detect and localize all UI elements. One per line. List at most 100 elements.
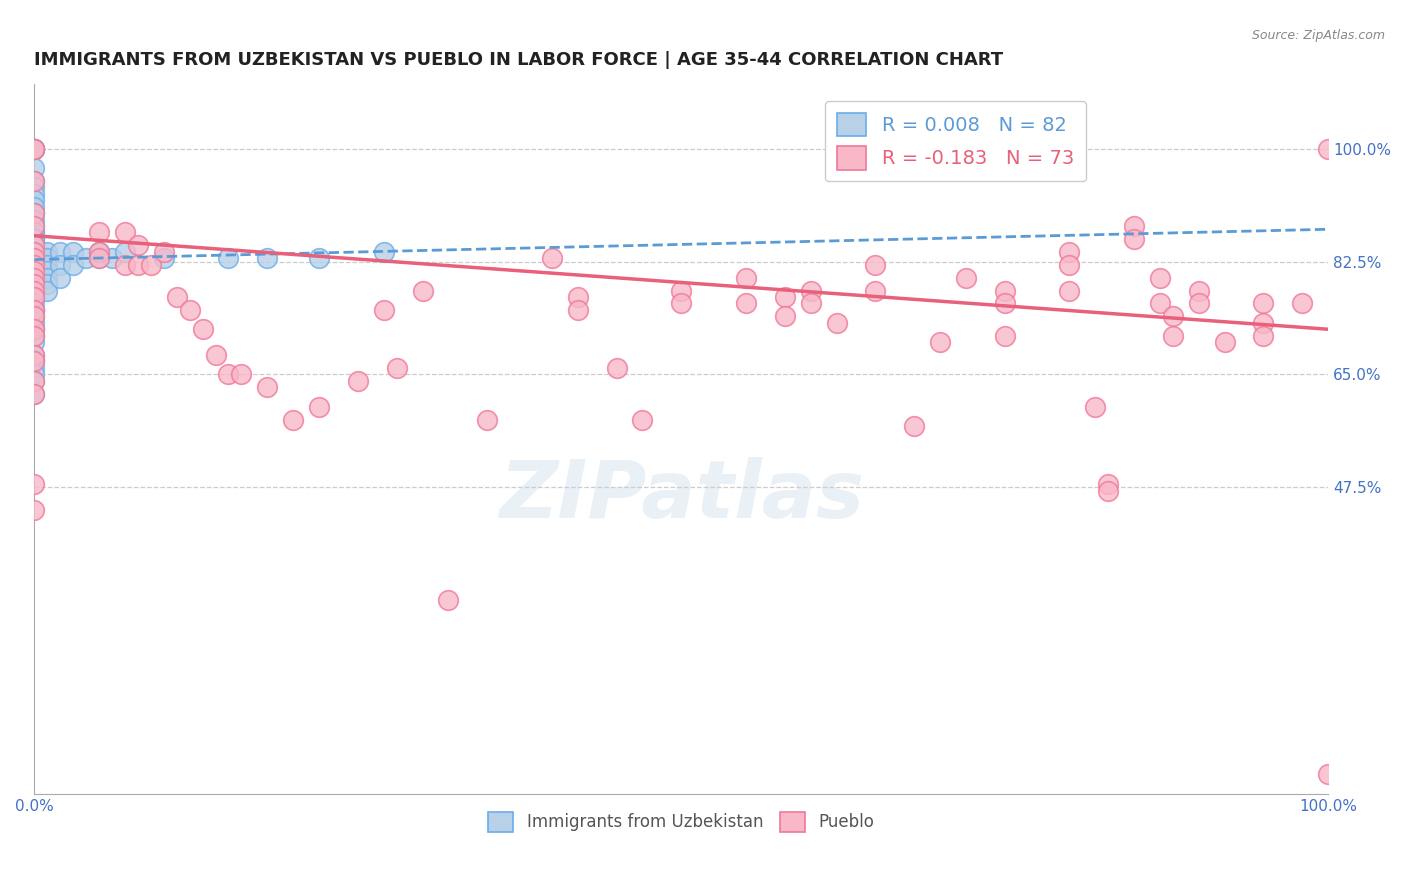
Point (1097, 477, 1119, 491)
Point (22, 142, 45, 156)
Point (22, 244, 45, 259)
Point (22, 142, 45, 156)
Point (22, 290, 45, 304)
Point (773, 290, 796, 304)
Point (22, 368, 45, 382)
Point (22, 244, 45, 259)
Point (22, 270, 45, 285)
Point (179, 302, 201, 317)
Point (22, 258, 45, 272)
Point (22, 142, 45, 156)
Point (22, 142, 45, 156)
Point (1317, 142, 1340, 156)
Point (22, 252, 45, 266)
Legend: Immigrants from Uzbekistan, Pueblo: Immigrants from Uzbekistan, Pueblo (482, 805, 880, 838)
Point (631, 412, 654, 426)
Point (22, 252, 45, 266)
Point (22, 226, 45, 240)
Point (281, 412, 304, 426)
Point (22, 284, 45, 298)
Point (22, 270, 45, 285)
Point (22, 174, 45, 188)
Point (22, 360, 45, 375)
Point (22, 238, 45, 252)
Point (22, 238, 45, 252)
Point (22, 328, 45, 343)
Point (22, 212, 45, 227)
Point (22, 264, 45, 278)
Point (22, 264, 45, 278)
Point (22, 238, 45, 252)
Point (22, 219, 45, 233)
Point (22, 328, 45, 343)
Point (994, 328, 1017, 343)
Point (37, 270, 59, 285)
Point (101, 252, 124, 266)
Point (865, 284, 887, 298)
Point (22, 284, 45, 298)
Point (22, 252, 45, 266)
Point (671, 284, 693, 298)
Point (22, 374, 45, 388)
Point (1097, 483, 1119, 498)
Point (191, 322, 214, 336)
Point (114, 258, 136, 272)
Point (22, 174, 45, 188)
Point (22, 264, 45, 278)
Point (87, 252, 110, 266)
Point (62, 244, 84, 259)
Point (1253, 296, 1275, 310)
Point (22, 302, 45, 317)
Point (22, 219, 45, 233)
Point (152, 244, 174, 259)
Point (22, 186, 45, 201)
Point (87, 244, 110, 259)
Point (22, 142, 45, 156)
Point (385, 360, 408, 375)
Point (256, 252, 278, 266)
Point (256, 380, 278, 394)
Point (308, 252, 330, 266)
Point (1317, 767, 1340, 781)
Point (1213, 335, 1236, 350)
Point (22, 290, 45, 304)
Point (735, 270, 758, 285)
Point (127, 238, 149, 252)
Point (22, 142, 45, 156)
Point (49, 258, 72, 272)
Point (1059, 258, 1081, 272)
Point (87, 226, 110, 240)
Point (87, 252, 110, 266)
Point (22, 386, 45, 401)
Point (22, 310, 45, 324)
Point (903, 419, 925, 434)
Point (22, 322, 45, 336)
Point (1123, 219, 1146, 233)
Point (87, 244, 110, 259)
Point (166, 290, 188, 304)
Point (437, 593, 460, 607)
Point (217, 368, 239, 382)
Point (231, 368, 253, 382)
Point (37, 258, 59, 272)
Point (567, 302, 589, 317)
Point (22, 258, 45, 272)
Point (22, 354, 45, 368)
Point (1188, 284, 1211, 298)
Point (994, 296, 1017, 310)
Point (22, 232, 45, 246)
Text: Source: ZipAtlas.com: Source: ZipAtlas.com (1251, 29, 1385, 42)
Point (606, 360, 628, 375)
Point (139, 258, 162, 272)
Point (1291, 296, 1313, 310)
Text: ZIPatlas: ZIPatlas (499, 457, 863, 534)
Point (22, 264, 45, 278)
Point (567, 290, 589, 304)
Point (37, 264, 59, 278)
Point (412, 284, 434, 298)
Point (37, 252, 59, 266)
Point (22, 354, 45, 368)
Point (22, 270, 45, 285)
Point (22, 244, 45, 259)
Point (22, 335, 45, 350)
